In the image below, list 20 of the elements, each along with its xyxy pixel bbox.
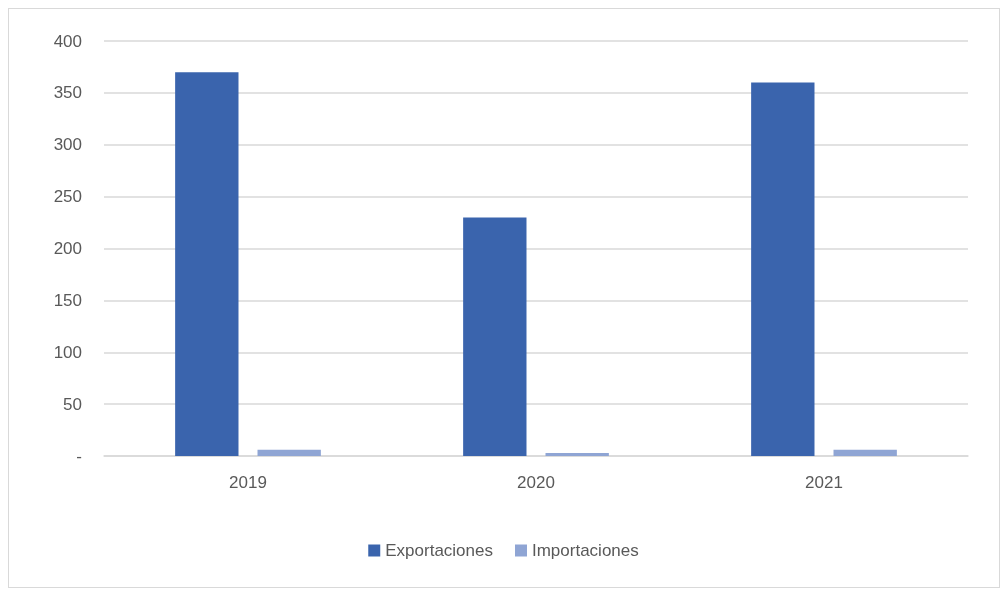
y-tick-label: 50 xyxy=(63,394,82,414)
bar xyxy=(257,449,321,456)
y-tick-label: 400 xyxy=(53,31,82,51)
x-tick-label: 2019 xyxy=(229,473,267,492)
legend-label: Exportaciones xyxy=(385,541,493,560)
y-tick-label: 300 xyxy=(53,135,82,155)
x-tick-label: 2021 xyxy=(805,473,843,492)
y-tick-label: - xyxy=(76,446,82,466)
bar xyxy=(751,82,815,456)
bar xyxy=(463,217,527,456)
y-tick-label: 250 xyxy=(53,187,82,207)
x-tick-label: 2020 xyxy=(517,473,555,492)
bar xyxy=(833,449,897,456)
y-tick-label: 100 xyxy=(53,342,82,362)
legend-label: Importaciones xyxy=(531,541,639,560)
bar xyxy=(175,72,239,456)
bar xyxy=(545,452,609,456)
y-tick-label: 350 xyxy=(53,83,82,103)
y-tick-label: 200 xyxy=(53,239,82,258)
y-tick-label: 150 xyxy=(53,290,82,310)
